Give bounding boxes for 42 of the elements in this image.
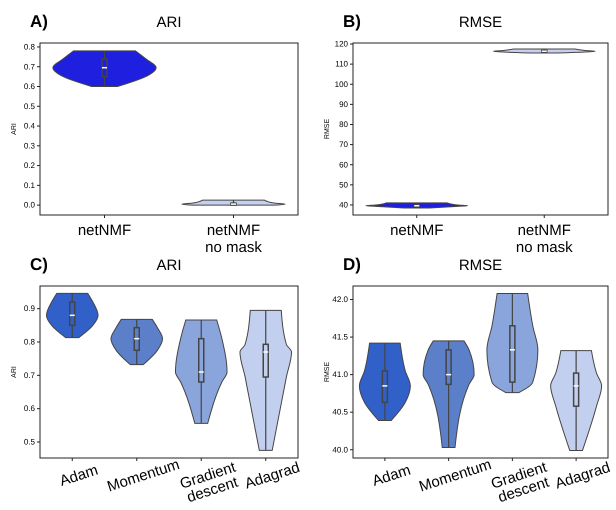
y-tick-label: 0.9	[24, 304, 36, 314]
y-tick-label: 0.8	[24, 338, 36, 347]
chart-title: ARI	[156, 257, 182, 274]
x-tick-label: netNMF	[390, 222, 444, 239]
chart-title: RMSE	[458, 257, 502, 274]
y-tick-label: 100	[334, 80, 349, 89]
y-tick-label: 0.4	[24, 122, 36, 131]
y-tick-label: 0.6	[24, 404, 36, 414]
x-tick-label: Adam	[370, 462, 413, 490]
y-tick-label: 40.0	[332, 445, 349, 454]
chart-title: ARI	[156, 14, 182, 31]
chart-title: RMSE	[458, 14, 502, 31]
y-tick-label: 80	[339, 120, 349, 130]
y-tick-label: 0.0	[24, 200, 36, 210]
text: C)	[30, 255, 48, 274]
y-tick-label: 0.1	[24, 180, 36, 190]
y-tick-label: 0.8	[24, 42, 36, 52]
y-tick-label: 110	[335, 60, 349, 69]
y-tick-label: 40	[339, 200, 349, 210]
y-tick-label: 120	[334, 40, 349, 49]
y-tick-label: 50	[339, 180, 349, 190]
y-tick-label: 0.6	[24, 82, 36, 92]
x-tick-label: netNMF no mask	[516, 222, 574, 256]
y-tick-label: 0.3	[24, 141, 36, 150]
x-tick-label: netNMF no mask	[205, 222, 262, 256]
text: B)	[343, 12, 361, 31]
y-tick-label: 0.5	[24, 102, 36, 111]
y-tick-label: 0.7	[24, 370, 36, 380]
y-tick-label: 70	[339, 140, 349, 150]
y-tick-label: 41.5	[332, 332, 349, 342]
x-tick-label: Adam	[58, 462, 100, 490]
text: A)	[30, 12, 48, 31]
y-tick-label: 90	[339, 100, 349, 109]
y-tick-label: 0.2	[24, 161, 36, 170]
y-tick-label: 42.0	[332, 295, 349, 304]
y-tick-label: 40.5	[332, 408, 349, 417]
y-tick-label: 60	[339, 160, 349, 170]
y-tick-label: 0.5	[24, 438, 36, 447]
x-tick-label: netNMF	[78, 222, 132, 239]
y-tick-label: 0.7	[24, 62, 36, 72]
y-tick-label: 41.0	[332, 370, 349, 380]
text: D)	[343, 255, 361, 274]
